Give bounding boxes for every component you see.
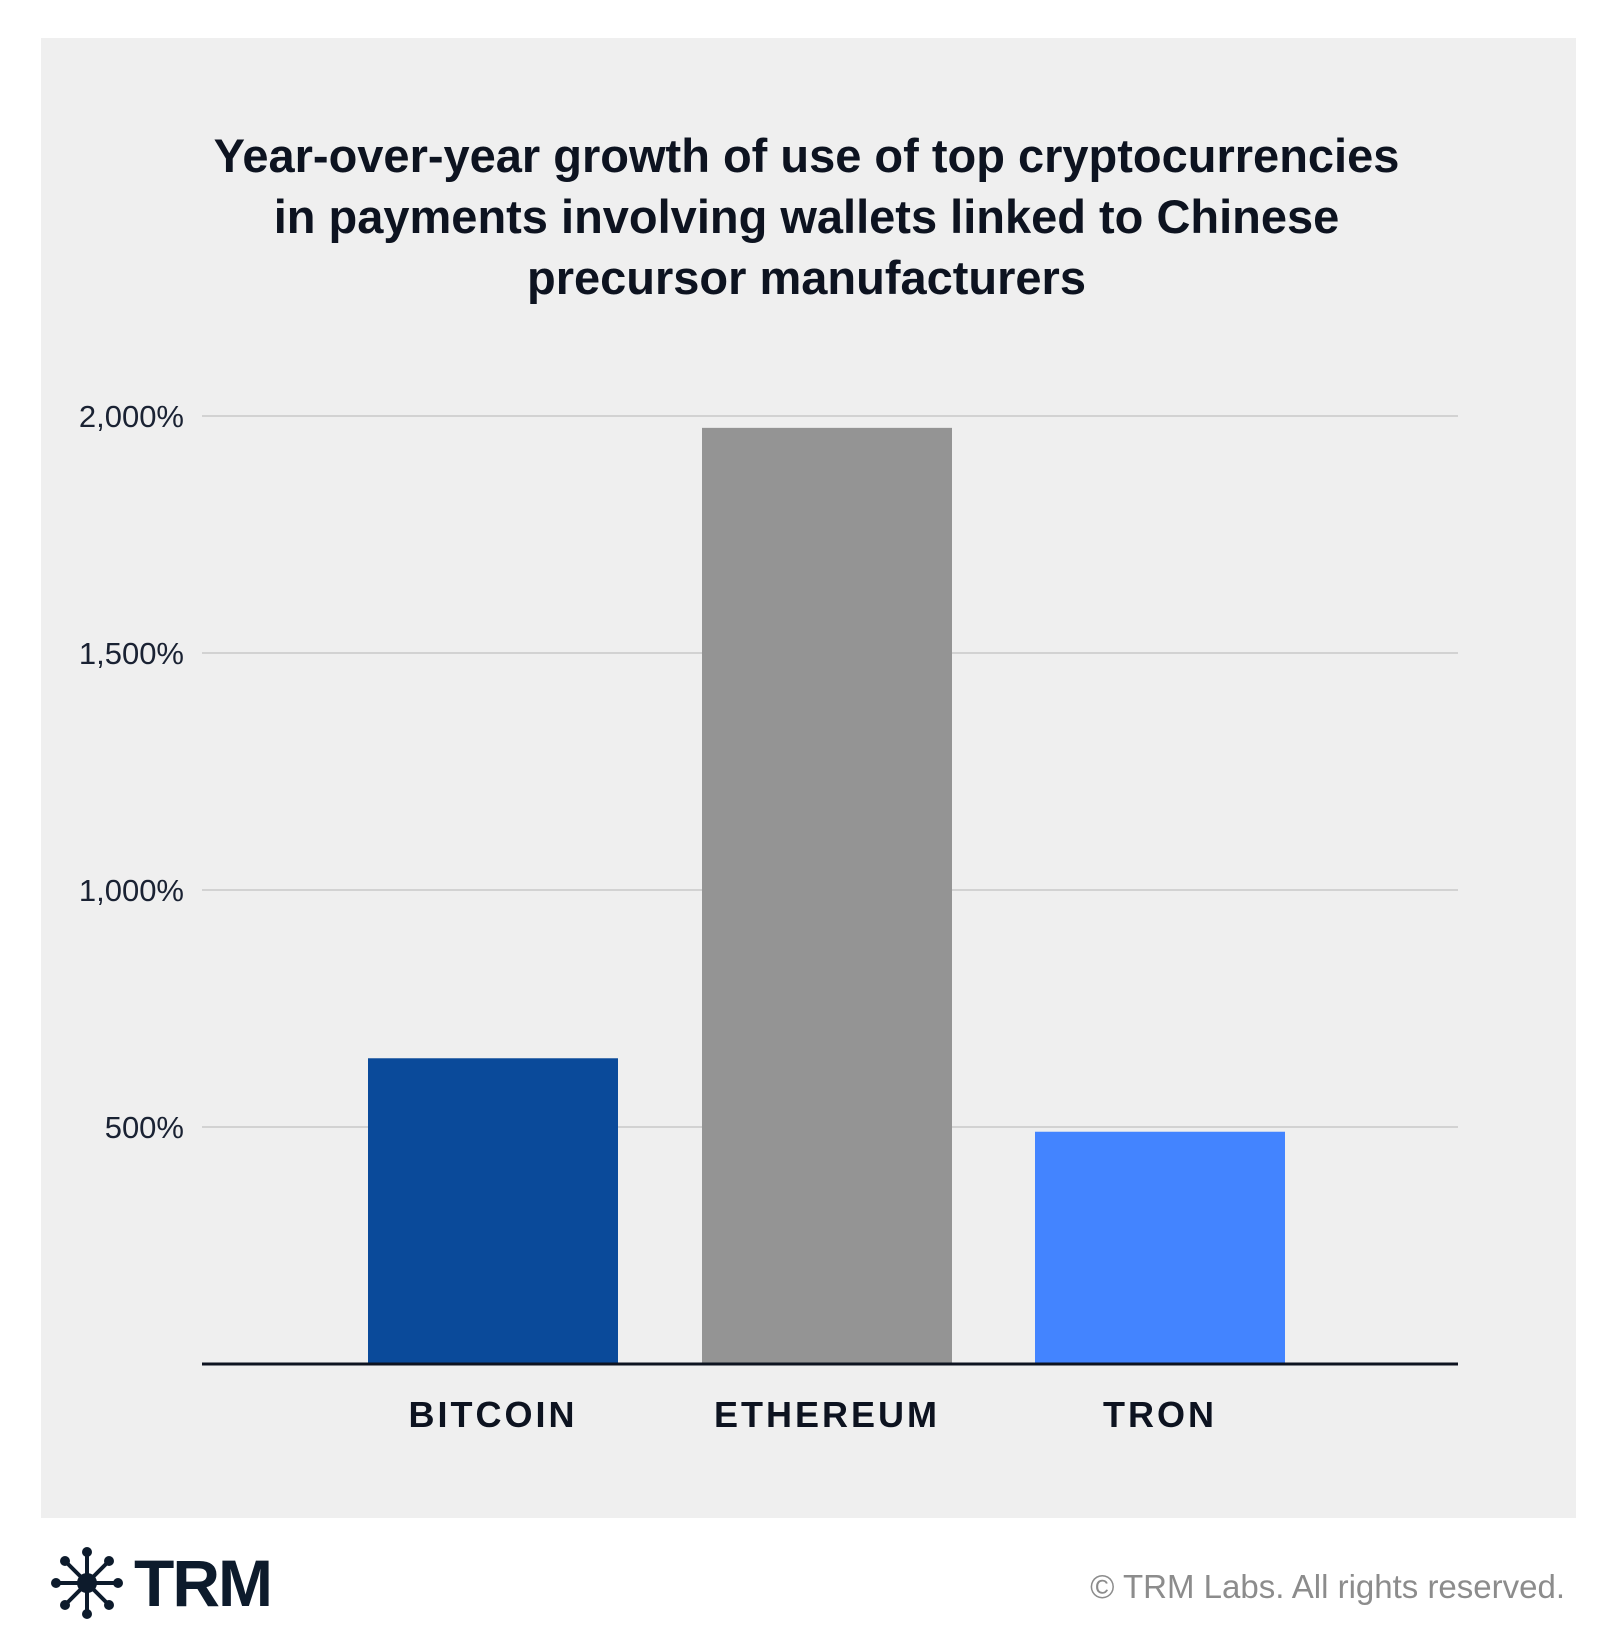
chart-title-line-1: Year-over-year growth of use of top cryp… [213, 129, 1400, 182]
network-star-icon [51, 1547, 123, 1619]
x-category-label: ETHEREUM [714, 1394, 940, 1435]
x-category-label: BITCOIN [409, 1394, 578, 1435]
bar-ethereum [702, 427, 952, 1365]
bar-tron [1035, 1131, 1285, 1364]
copyright-notice: © TRM Labs. All rights reserved. [1090, 1568, 1565, 1605]
chart-title-line-2: in payments involving wallets linked to … [273, 190, 1340, 243]
trm-logo: TRM [50, 1545, 273, 1621]
brand-name: TRM [134, 1546, 273, 1620]
bar-bitcoin [368, 1058, 618, 1364]
x-category-label: TRON [1103, 1394, 1217, 1435]
y-tick-label: 1,500% [79, 636, 184, 671]
y-tick-label: 1,000% [79, 873, 184, 908]
y-tick-label: 500% [105, 1110, 184, 1145]
y-tick-label: 2,000% [79, 399, 184, 434]
chart-title-line-3: precursor manufacturers [527, 251, 1086, 304]
chart-title: Year-over-year growth of use of top cryp… [80, 125, 1533, 308]
